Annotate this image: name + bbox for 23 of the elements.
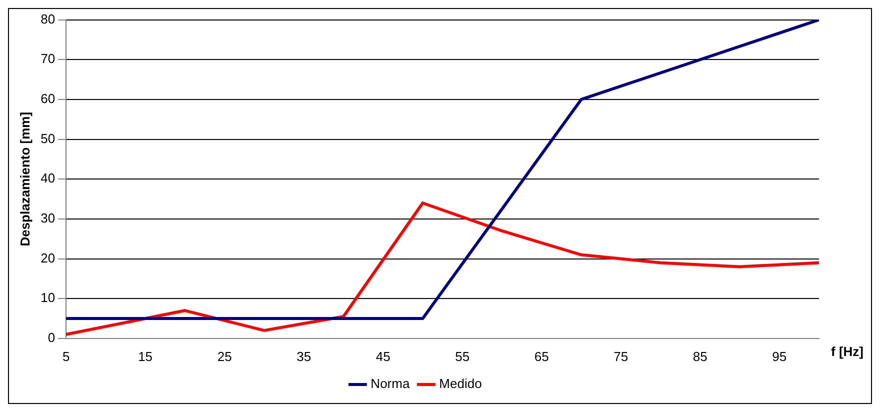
y-tick-label: 50 <box>40 130 56 146</box>
y-tick-label: 20 <box>40 250 56 266</box>
x-tick-label: 95 <box>772 348 787 364</box>
y-tick-label: 0 <box>48 330 56 345</box>
x-tick-label: 65 <box>534 348 549 364</box>
y-tick-label: 10 <box>40 290 56 306</box>
y-axis-title: Desplazamiento [mm] <box>17 112 32 246</box>
x-tick-label: 25 <box>217 348 232 364</box>
x-tick-label: 5 <box>62 348 70 364</box>
x-tick-label: 15 <box>138 348 153 364</box>
x-tick-label: 75 <box>614 348 628 364</box>
legend-label: Norma <box>370 376 410 392</box>
y-tick-label: 40 <box>40 170 56 186</box>
y-tick-label: 70 <box>40 51 56 66</box>
x-tick-label: 85 <box>692 348 708 364</box>
y-tick-label: 80 <box>40 11 56 26</box>
y-tick-label: 30 <box>40 210 56 226</box>
y-tick-label: 60 <box>40 91 56 106</box>
x-tick-label: 35 <box>296 348 312 364</box>
legend-label: Medido <box>439 376 482 392</box>
x-axis-title: f [Hz] <box>831 344 864 359</box>
x-tick-label: 55 <box>455 348 470 364</box>
x-tick-label: 45 <box>376 348 390 364</box>
